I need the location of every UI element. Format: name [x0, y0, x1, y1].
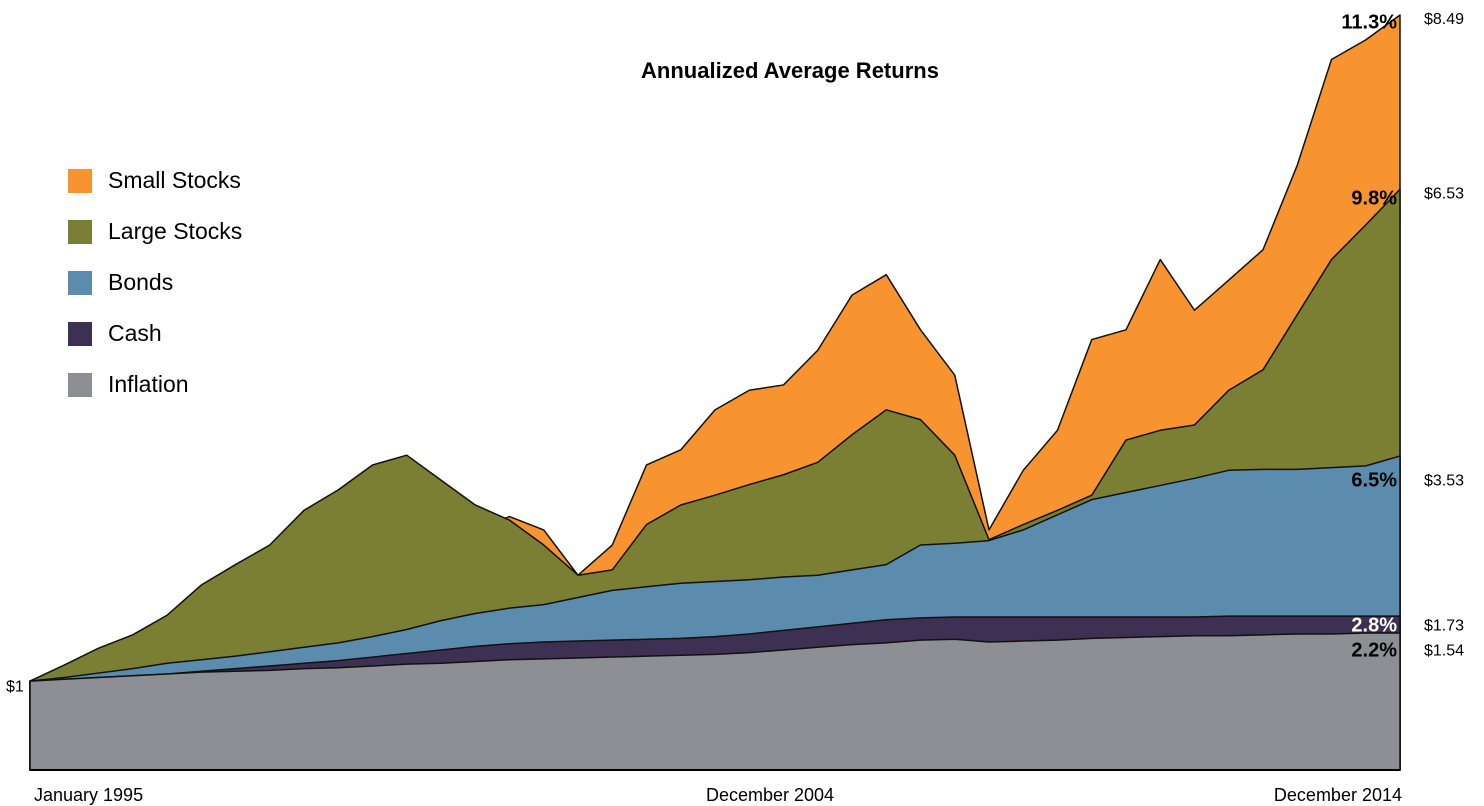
return-label: 9.8% [1351, 188, 1397, 210]
area [29, 632, 1401, 771]
legend-swatch [68, 220, 92, 244]
return-label: 11.3% [1341, 11, 1397, 33]
legend-swatch [68, 169, 92, 193]
chart-title: Annualized Average Returns [641, 58, 939, 83]
legend-swatch [68, 373, 92, 397]
return-label: 2.8% [1351, 614, 1397, 636]
legend-swatch [68, 271, 92, 295]
end-label: $6.53 [1424, 186, 1464, 203]
x-tick-label: January 1995 [34, 785, 143, 805]
end-label: $8.49 [1424, 11, 1464, 28]
end-label: $1.73 [1424, 617, 1464, 634]
x-tick-label: December 2004 [706, 785, 834, 805]
return-label: 2.2% [1351, 639, 1397, 661]
legend-label: Small Stocks [108, 167, 241, 193]
legend-label: Bonds [108, 269, 173, 295]
start-label: $1 [6, 678, 24, 695]
legend-label: Large Stocks [108, 218, 242, 244]
legend-label: Cash [108, 320, 162, 346]
return-label: 6.5% [1351, 469, 1397, 491]
end-label: $3.53 [1424, 472, 1464, 489]
x-tick-label: December 2014 [1274, 785, 1402, 805]
legend-label: Inflation [108, 371, 189, 397]
end-label: $1.54 [1424, 642, 1464, 659]
legend-swatch [68, 322, 92, 346]
